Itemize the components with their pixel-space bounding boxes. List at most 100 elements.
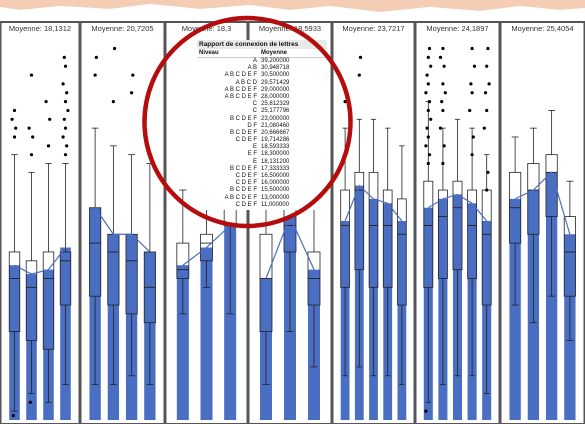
outlier-point (425, 126, 429, 130)
report-header: Niveau Moyenne (197, 49, 327, 58)
report-row-letters: C (252, 101, 257, 108)
report-row: A B 30,948718 (197, 65, 327, 72)
report-row: C D E F 11,000000 (197, 202, 327, 209)
outlier-point (440, 100, 444, 104)
report-row-mean: 18,593333 (261, 144, 290, 151)
report-row-mean: 16,000000 (261, 180, 290, 187)
outlier-point (27, 126, 31, 130)
report-row: E F 18,300000 (197, 151, 327, 158)
panel-mean-label: Moyenne: 23,7217 (342, 24, 404, 33)
mean-line (344, 184, 403, 222)
report-row-letters: C D E F (235, 180, 257, 187)
report-row-mean: 39,200000 (261, 58, 290, 64)
outlier-point (61, 82, 65, 86)
outlier-point (31, 135, 35, 139)
report-row: B C D E F 15,500000 (197, 187, 327, 194)
outlier-point (443, 91, 447, 95)
outlier-point (486, 170, 490, 174)
report-row-letters: A B C D (235, 79, 257, 86)
report-row: C D E F 19,714286 (197, 137, 327, 144)
report-row: C D E F 16,500000 (197, 173, 327, 180)
letters-report-panel: Rapport de connexion de lettres Niveau M… (197, 40, 327, 210)
outlier-point (427, 100, 432, 104)
report-row-letters: E (252, 158, 257, 165)
outlier-point (425, 73, 429, 77)
outlier-point (63, 153, 68, 157)
outlier-point (485, 108, 489, 113)
outlier-point (344, 91, 348, 95)
outlier-point (485, 188, 489, 192)
report-row-letters: C D E F (235, 173, 257, 179)
report-row-letters: D F (247, 122, 257, 129)
report-row-mean: 16,500000 (261, 173, 290, 179)
report-row-mean: 15,500000 (261, 187, 290, 194)
report-row-letters: E (252, 144, 257, 151)
outlier-point (63, 126, 68, 130)
box (563, 216, 576, 297)
outlier-point (487, 82, 491, 86)
box (42, 251, 55, 350)
box (382, 189, 393, 288)
report-row-mean: 20,666667 (261, 129, 290, 136)
box (452, 180, 463, 271)
report-title: Rapport de connexion de lettres (197, 40, 327, 49)
outlier-point (470, 46, 474, 51)
outlier-point (438, 126, 443, 130)
outlier-point (12, 135, 17, 139)
outlier-point (14, 126, 18, 130)
panel-mean-label: Moyenne: 20,7205 (91, 24, 153, 33)
panel-mean-label: Moyenne: 25,4054 (511, 24, 573, 33)
outlier-point (343, 100, 347, 104)
outlier-point (426, 135, 430, 139)
report-row: A B C D E F 28,000000 (197, 94, 327, 101)
outlier-point (63, 100, 68, 104)
box (423, 180, 434, 288)
report-row-letters: A B C D E F (224, 93, 257, 100)
outlier-point (48, 117, 52, 121)
report-row-letters: C (252, 108, 257, 115)
outlier-point (62, 55, 66, 59)
report-row-mean: 25,177796 (261, 108, 290, 115)
mean-line (182, 224, 231, 266)
box (25, 260, 38, 341)
box (354, 171, 365, 271)
panel-mean-label: Moyenne: 18,5933 (259, 24, 321, 33)
report-row-mean: 17,333333 (261, 165, 290, 172)
report-row-mean: 28,000000 (261, 93, 290, 100)
outlier-point (442, 144, 446, 148)
outlier-point (112, 46, 117, 51)
outlier-point (11, 413, 15, 418)
report-row-mean: 21,080460 (261, 122, 290, 129)
report-row-letters: B C D E F (229, 165, 257, 172)
outlier-point (429, 64, 433, 68)
panel-mean-label: Moyenne: 24,1897 (426, 24, 488, 33)
outlier-point (486, 46, 490, 51)
outlier-point (424, 409, 428, 413)
report-row-letters: C D E F (235, 137, 257, 144)
mean-bar (200, 247, 213, 420)
outlier-point (442, 64, 446, 68)
outlier-point (427, 46, 432, 51)
report-row: C D E F 16,000000 (197, 180, 327, 187)
mean-line (514, 171, 571, 235)
outlier-point (44, 100, 48, 104)
outlier-point (62, 117, 66, 121)
outlier-point (441, 108, 445, 113)
report-col-level: Niveau (199, 50, 219, 56)
box (545, 154, 558, 217)
outlier-point (29, 73, 34, 77)
report-row-mean: 18,131200 (261, 158, 290, 165)
box (437, 189, 448, 279)
report-row-mean: 11,000000 (261, 201, 289, 208)
outlier-point (130, 91, 134, 95)
report-row-mean: 23,000000 (261, 115, 290, 122)
report-row: E 18,593333 (197, 144, 327, 151)
report-row: D F 21,080460 (197, 123, 327, 130)
box (8, 251, 21, 332)
report-row: C 25,177796 (197, 108, 327, 115)
box (259, 233, 273, 332)
report-row-letters: B C D E F (229, 129, 257, 136)
outlier-point (426, 82, 430, 86)
outlier-point (485, 64, 489, 68)
outlier-point (66, 108, 70, 113)
